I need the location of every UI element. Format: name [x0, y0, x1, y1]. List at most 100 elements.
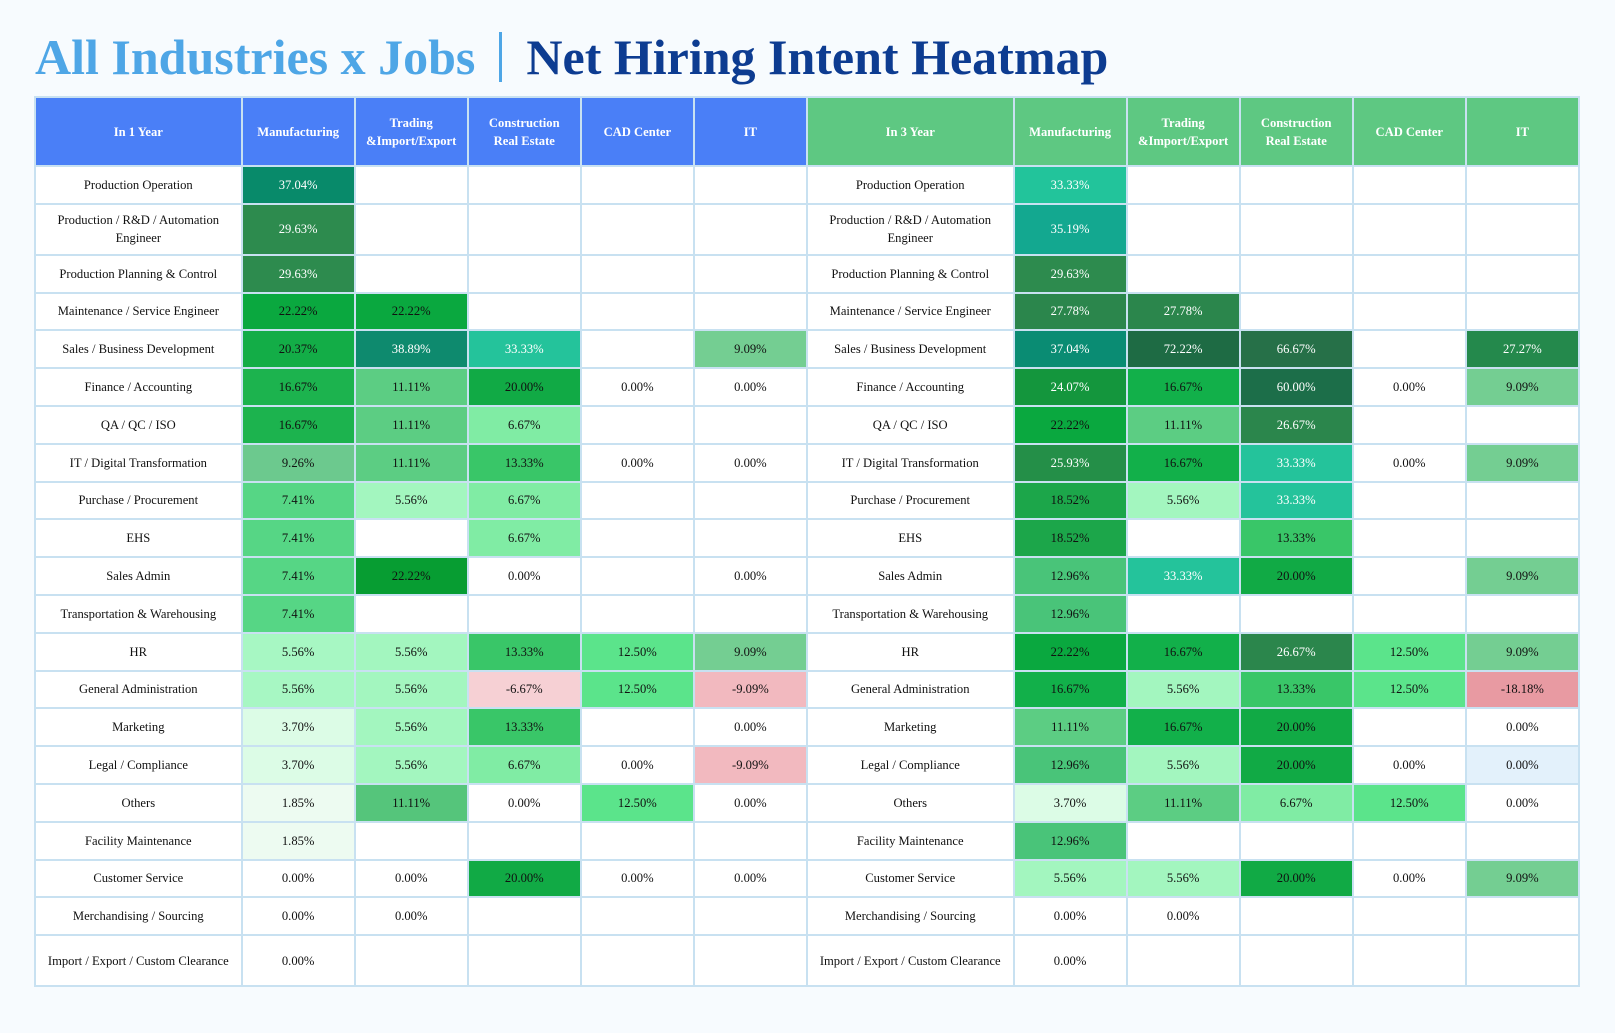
- heatmap-cell: [1464, 291, 1581, 332]
- heatmap-cell: [579, 480, 695, 521]
- heatmap-cell: 13.33%: [466, 707, 582, 748]
- header-label-line: Manufacturing: [1029, 124, 1111, 139]
- table-row: Maintenance / Service Engineer 22.22% 22.2…: [34, 291, 1581, 332]
- row-label: Facility Maintenance: [34, 820, 243, 861]
- heatmap-cell: 72.22%: [1125, 329, 1241, 370]
- row-label: Purchase / Procurement: [805, 480, 1015, 521]
- heatmap-cell: 35.19%: [1012, 202, 1128, 256]
- heatmap-cell: 6.67%: [1238, 782, 1354, 823]
- heatmap-cell: [579, 291, 695, 332]
- heatmap-cell: [1351, 518, 1467, 559]
- heatmap-cell: 22.22%: [353, 556, 469, 596]
- heatmap-cell: 5.56%: [240, 669, 356, 710]
- heatmap-cell: 5.56%: [353, 480, 469, 521]
- heatmap-cell: 11.11%: [1125, 404, 1241, 445]
- heatmap-cell: [579, 165, 695, 205]
- heatmap-cell: 3.70%: [1012, 782, 1128, 823]
- heatmap-cell: 0.00%: [692, 442, 808, 483]
- heatmap-cell: 0.00%: [692, 707, 808, 748]
- row-label: Import / Export / Custom Clearance: [805, 934, 1015, 988]
- heatmap-cell: 0.00%: [1351, 745, 1467, 785]
- column-header: Trading &Import/Export: [353, 96, 469, 167]
- heatmap-cell: [579, 896, 695, 937]
- heatmap-cell: [692, 896, 808, 937]
- heatmap-cell: [466, 593, 582, 634]
- heatmap-cell: 1.85%: [240, 782, 356, 823]
- heatmap-cell: 9.09%: [692, 631, 808, 672]
- heatmap-cell: [579, 253, 695, 294]
- heatmap-cell: 12.50%: [579, 631, 695, 672]
- heatmap-cell: [692, 934, 808, 988]
- table-row: HR 5.56% 5.56% 13.33% 12.50% 9.09% HR 22.22% 16.…: [34, 631, 1581, 672]
- row-label: Sales Admin: [34, 556, 243, 596]
- title-right: Net Hiring Intent Heatmap: [526, 29, 1109, 85]
- row-label: Others: [34, 782, 243, 823]
- heatmap-cell: 33.33%: [1012, 165, 1128, 205]
- table-row: Sales Admin 7.41% 22.22% 0.00% 0.00% Sales Ad…: [34, 556, 1581, 596]
- heatmap-cell: 5.56%: [1012, 858, 1128, 899]
- heatmap-cell: 13.33%: [466, 442, 582, 483]
- heatmap-cell: 3.70%: [240, 745, 356, 785]
- heatmap-cell: 0.00%: [692, 858, 808, 899]
- heatmap-cell: [1351, 896, 1467, 937]
- heatmap-cell: 16.67%: [240, 367, 356, 407]
- heatmap-cell: [1464, 518, 1581, 559]
- heatmap-cell: 12.96%: [1012, 593, 1128, 634]
- row-label: Production / R&D / Automation Engineer: [805, 202, 1015, 256]
- row-label: Sales Admin: [805, 556, 1015, 596]
- table-row: General Administration 5.56% 5.56% -6.67% 12…: [34, 669, 1581, 710]
- heatmap-cell: [579, 518, 695, 559]
- heatmap-cell: 22.22%: [240, 291, 356, 332]
- heatmap-cell: 33.33%: [1238, 480, 1354, 521]
- heatmap-cell: [1464, 593, 1581, 634]
- heatmap-cell: 0.00%: [579, 745, 695, 785]
- heatmap-cell: [1351, 707, 1467, 748]
- panel-header-in-3-year: In 3 Year: [805, 96, 1015, 167]
- row-label: Transportation & Warehousing: [805, 593, 1015, 634]
- heatmap-cell: [692, 480, 808, 521]
- heatmap-cell: [692, 404, 808, 445]
- header-label-line: IT: [1515, 124, 1530, 139]
- heatmap-cell: 66.67%: [1238, 329, 1354, 370]
- heatmap-cell: [1238, 291, 1354, 332]
- heatmap-cell: [1238, 253, 1354, 294]
- heatmap-cell: [466, 165, 582, 205]
- heatmap-cell: 18.52%: [1012, 518, 1128, 559]
- heatmap-cell: 33.33%: [466, 329, 582, 370]
- heatmap-cell: [1464, 253, 1581, 294]
- heatmap-cell: 5.56%: [1125, 858, 1241, 899]
- heatmap-cell: [1238, 165, 1354, 205]
- row-label: Sales / Business Development: [805, 329, 1015, 370]
- column-header: Construction Real Estate: [1238, 96, 1354, 167]
- heatmap-cell: 0.00%: [1464, 707, 1581, 748]
- heatmap-cell: 29.63%: [240, 253, 356, 294]
- heatmap-cell: 0.00%: [692, 367, 808, 407]
- title-left: All Industries x Jobs: [35, 29, 476, 85]
- table-row: Production / R&D / Automation Engineer 29…: [34, 202, 1581, 256]
- heatmap-container: In 1 Year Manufacturing Trading &Import/Exp…: [34, 96, 1581, 988]
- heatmap-cell: [692, 165, 808, 205]
- heatmap-body: Production Operation 37.04% Production Ope…: [34, 165, 1581, 988]
- heatmap-cell: [692, 518, 808, 559]
- heatmap-cell: 11.11%: [1012, 707, 1128, 748]
- row-label: Finance / Accounting: [805, 367, 1015, 407]
- title-separator: [499, 32, 503, 82]
- heatmap-cell: [1351, 404, 1467, 445]
- row-label: IT / Digital Transformation: [34, 442, 243, 483]
- row-label: IT / Digital Transformation: [805, 442, 1015, 483]
- heatmap-cell: 20.00%: [466, 367, 582, 407]
- heatmap-cell: [1464, 934, 1581, 988]
- heatmap-cell: 11.11%: [353, 782, 469, 823]
- heatmap-cell: 24.07%: [1012, 367, 1128, 407]
- heatmap-cell: 5.56%: [1125, 669, 1241, 710]
- row-label: Purchase / Procurement: [34, 480, 243, 521]
- heatmap-cell: 22.22%: [1012, 404, 1128, 445]
- heatmap-cell: 12.96%: [1012, 820, 1128, 861]
- header-label-line: CAD Center: [603, 124, 672, 139]
- row-label: Finance / Accounting: [34, 367, 243, 407]
- row-label: Maintenance / Service Engineer: [34, 291, 243, 332]
- row-label: EHS: [34, 518, 243, 559]
- header-row: In 1 Year Manufacturing Trading &Import/Exp…: [34, 96, 1581, 167]
- row-label: General Administration: [805, 669, 1015, 710]
- heatmap-cell: [579, 593, 695, 634]
